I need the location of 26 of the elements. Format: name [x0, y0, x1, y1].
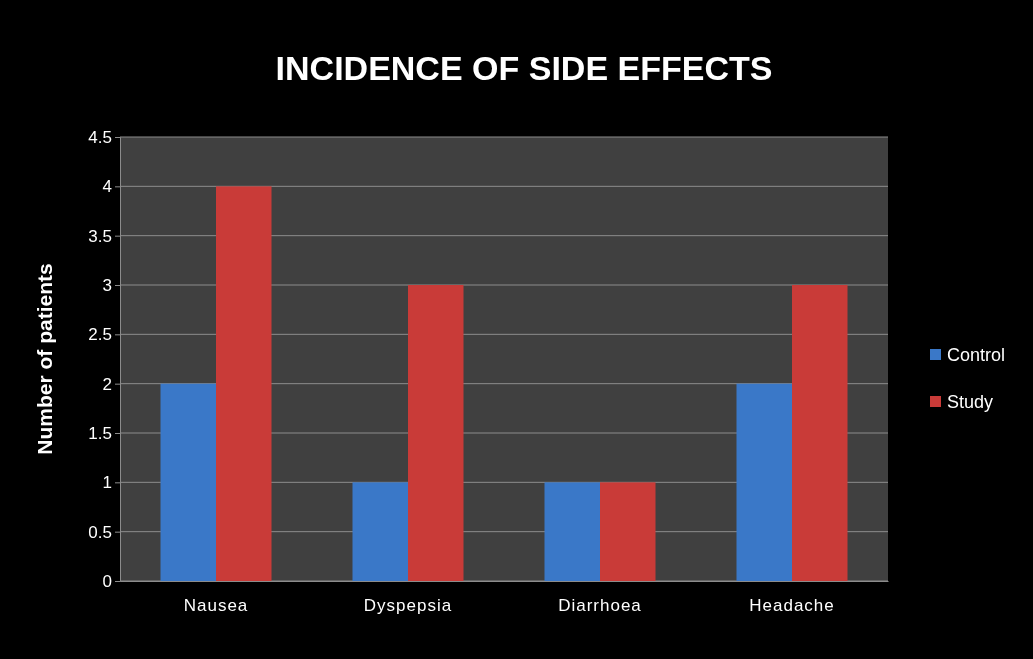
y-tick-label: 4.5 — [88, 127, 112, 147]
y-tick-label: 2.5 — [88, 325, 112, 345]
y-axis-title: Number of patients — [33, 263, 56, 455]
legend-label: Control — [947, 345, 1006, 365]
y-tick-label: 3.5 — [88, 226, 112, 246]
y-tick-label: 3 — [102, 275, 112, 295]
bar — [216, 186, 272, 581]
bar — [792, 285, 848, 581]
x-tick-label: Diarrhoea — [558, 596, 642, 616]
y-tick-label: 0.5 — [88, 522, 112, 542]
bar — [600, 482, 656, 581]
chart-title: INCIDENCE OF SIDE EFFECTS — [275, 49, 773, 87]
bar — [160, 383, 216, 581]
x-tick-label: Dyspepsia — [363, 596, 453, 616]
bar — [408, 285, 464, 581]
x-tick-label: Nausea — [183, 596, 249, 616]
bar — [352, 482, 408, 581]
y-tick-label: 1 — [102, 473, 112, 493]
y-tick-label: 0 — [102, 571, 112, 591]
y-tick-label: 4 — [102, 177, 112, 197]
legend-label: Study — [947, 392, 994, 412]
y-tick-label: 1.5 — [88, 423, 112, 443]
bar — [544, 482, 600, 581]
y-tick-label: 2 — [102, 374, 112, 394]
bar — [736, 383, 792, 581]
x-tick-label: Headache — [749, 596, 835, 616]
